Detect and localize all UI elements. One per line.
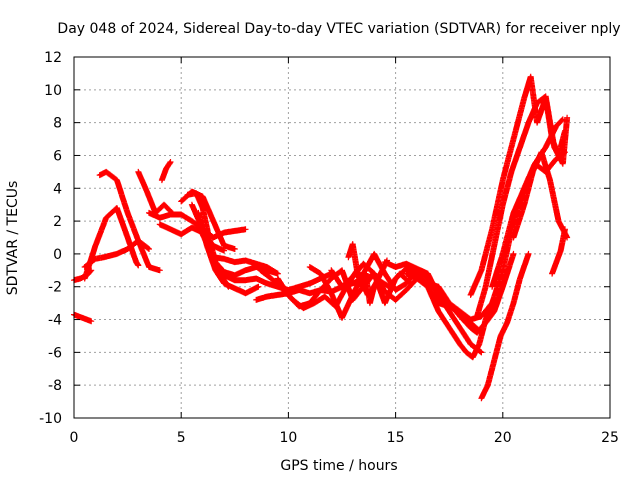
gridlines [74, 57, 610, 418]
x-tick-label: 0 [70, 430, 79, 446]
series-trace-30 [510, 149, 571, 241]
series-markers [158, 159, 174, 184]
y-tick-label: 10 [44, 83, 62, 99]
x-tick-label: 5 [177, 430, 186, 446]
data-series [71, 73, 571, 402]
series-trace-4 [81, 237, 163, 274]
series-markers [210, 254, 281, 277]
series-trace-5 [96, 168, 152, 252]
series-trace-21 [345, 241, 390, 307]
x-tick-label: 20 [494, 430, 512, 446]
y-tick-label: 2 [53, 214, 62, 230]
y-tick-label: 0 [53, 247, 62, 263]
y-tick-label: -6 [48, 345, 62, 361]
series-trace-15 [210, 254, 281, 277]
x-tick-label: 25 [601, 430, 619, 446]
series-trace-6 [135, 168, 174, 216]
series-trace-24 [414, 250, 517, 336]
y-tick-label: -2 [48, 280, 62, 296]
series-markers [478, 250, 532, 402]
x-axis-label: GPS time / hours [280, 458, 397, 474]
y-tick-label: 8 [53, 116, 62, 132]
y-axis-label: SDTVAR / TECUs [5, 181, 21, 296]
y-tick-label: -8 [48, 378, 62, 394]
axis-tick-labels: 0 5 10 15 20 25 -10 -8 -6 -4 -2 0 2 4 6 8 10 12 [39, 50, 619, 446]
y-tick-label: 12 [44, 50, 62, 66]
chart-title: Day 048 of 2024, Sidereal Day-to-day VTE… [57, 21, 620, 37]
series-markers [510, 149, 571, 241]
x-tick-label: 10 [279, 430, 297, 446]
series-markers [81, 237, 163, 274]
series-markers [135, 168, 174, 216]
y-tick-label: 6 [53, 148, 62, 164]
series-markers [345, 241, 390, 307]
y-tick-label: 4 [53, 181, 62, 197]
y-tick-label: -10 [39, 411, 62, 427]
series-markers [549, 226, 568, 277]
y-tick-label: -4 [48, 313, 62, 329]
series-trace-28 [478, 250, 532, 402]
series-trace-7 [158, 159, 174, 184]
axis-ticks [73, 56, 611, 419]
x-tick-label: 15 [387, 430, 405, 446]
series-trace-31 [549, 226, 568, 277]
series-markers [96, 168, 152, 252]
plot-frame [73, 56, 611, 419]
series-markers [414, 250, 517, 336]
